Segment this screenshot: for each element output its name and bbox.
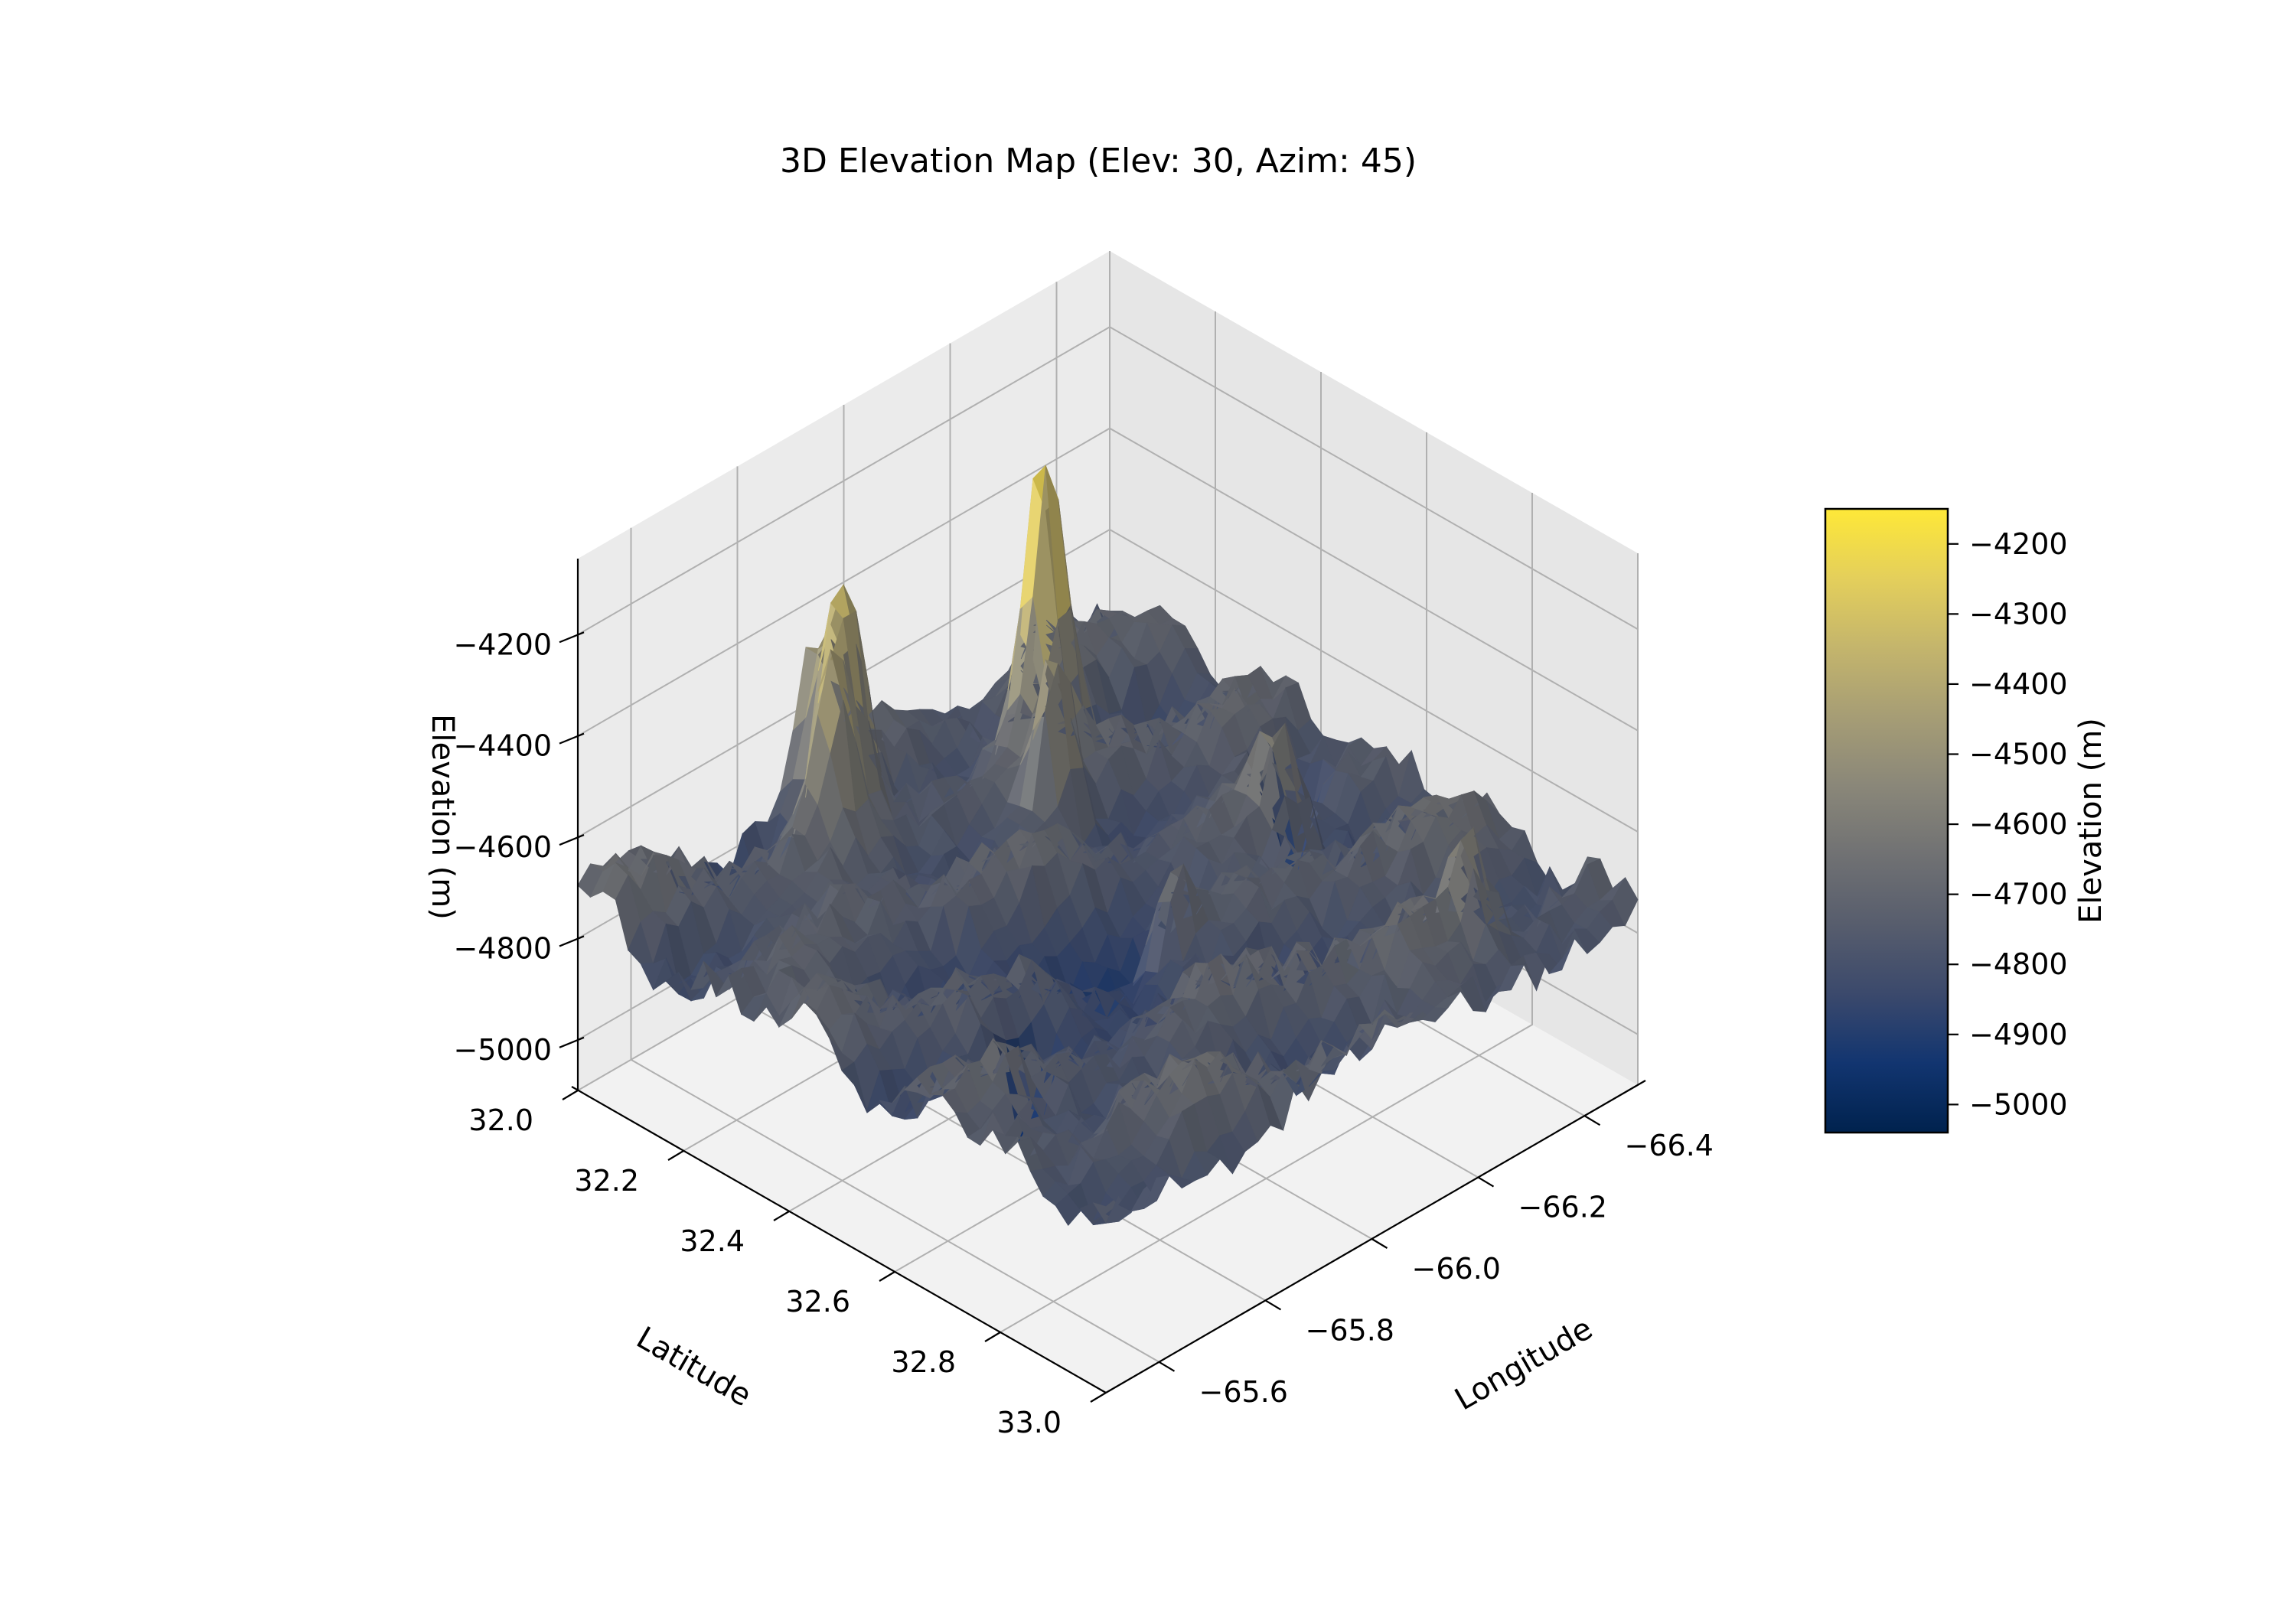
x-tick — [879, 1271, 895, 1282]
y-tick — [1583, 1115, 1601, 1126]
x-tick — [773, 1211, 790, 1221]
z-tick — [559, 834, 585, 846]
z-tick-label: −4200 — [453, 627, 552, 661]
colorbar-tick-label: −4700 — [1969, 878, 2068, 911]
x-axis-line — [571, 1086, 1107, 1393]
x-tick-label: 32.4 — [680, 1224, 745, 1258]
y-tick-label: −65.8 — [1306, 1313, 1394, 1347]
x-tick — [1090, 1392, 1107, 1403]
y-tick-label: −66.0 — [1412, 1252, 1501, 1286]
x-tick-label: 32.0 — [468, 1103, 533, 1137]
y-tick — [1264, 1299, 1282, 1311]
y-tick — [1477, 1176, 1495, 1188]
z-tick-label: −5000 — [453, 1033, 552, 1067]
z-tick-label: −4400 — [453, 729, 552, 763]
x-tick — [984, 1332, 1001, 1342]
colorbar-gradient — [1824, 507, 1949, 1134]
elevation-surface — [577, 464, 1639, 1226]
y-tick — [1158, 1361, 1176, 1372]
y-tick-label: −65.6 — [1199, 1375, 1288, 1409]
surface-cell — [1612, 876, 1639, 927]
z-tick-label: −4600 — [453, 830, 552, 864]
z-tick — [559, 1036, 585, 1048]
x-tick-label: 32.6 — [785, 1285, 850, 1319]
colorbar-tick-label: −5000 — [1969, 1087, 2068, 1121]
x-tick-label: 32.8 — [891, 1345, 956, 1379]
y-tick — [1371, 1238, 1388, 1249]
x-axis-label: Latitude — [631, 1320, 758, 1413]
colorbar-tick-label: −4800 — [1969, 947, 2068, 981]
z-tick — [559, 631, 585, 644]
z-tick — [559, 935, 585, 947]
colorbar-tick-label: −4400 — [1969, 667, 2068, 701]
y-tick-label: −66.4 — [1625, 1129, 1714, 1162]
colorbar-tick-label: −4200 — [1969, 527, 2068, 561]
x-tick — [562, 1090, 579, 1100]
y-axis-label: Longitude — [1449, 1311, 1598, 1417]
colorbar-tick-label: −4300 — [1969, 597, 2068, 631]
x-tick-label: 33.0 — [996, 1406, 1062, 1439]
x-tick — [667, 1150, 684, 1161]
colorbar-label: Elevation (m) — [2073, 718, 2108, 924]
x-tick-label: 32.2 — [574, 1164, 639, 1198]
z-tick — [559, 732, 585, 745]
colorbar-tick-label: −4500 — [1969, 738, 2068, 771]
y-tick-label: −66.2 — [1518, 1191, 1607, 1224]
z-tick-label: −4800 — [453, 931, 552, 965]
z-axis-label: Elevation (m) — [425, 714, 460, 920]
colorbar: −4200 −4300 −4400 −4500 −4600 −4700 −4800 −4900… — [1824, 507, 2068, 1134]
y-axis-line — [1105, 1080, 1646, 1393]
colorbar-tick-label: −4600 — [1969, 807, 2068, 841]
chart-title: 3D Elevation Map (Elev: 30, Azim: 45) — [780, 142, 1417, 181]
colorbar-tick-label: −4900 — [1969, 1018, 2068, 1051]
axis-lines-and-ticks: 32.032.232.432.632.833.0−66.4−66.2−66.0−… — [453, 559, 1714, 1439]
